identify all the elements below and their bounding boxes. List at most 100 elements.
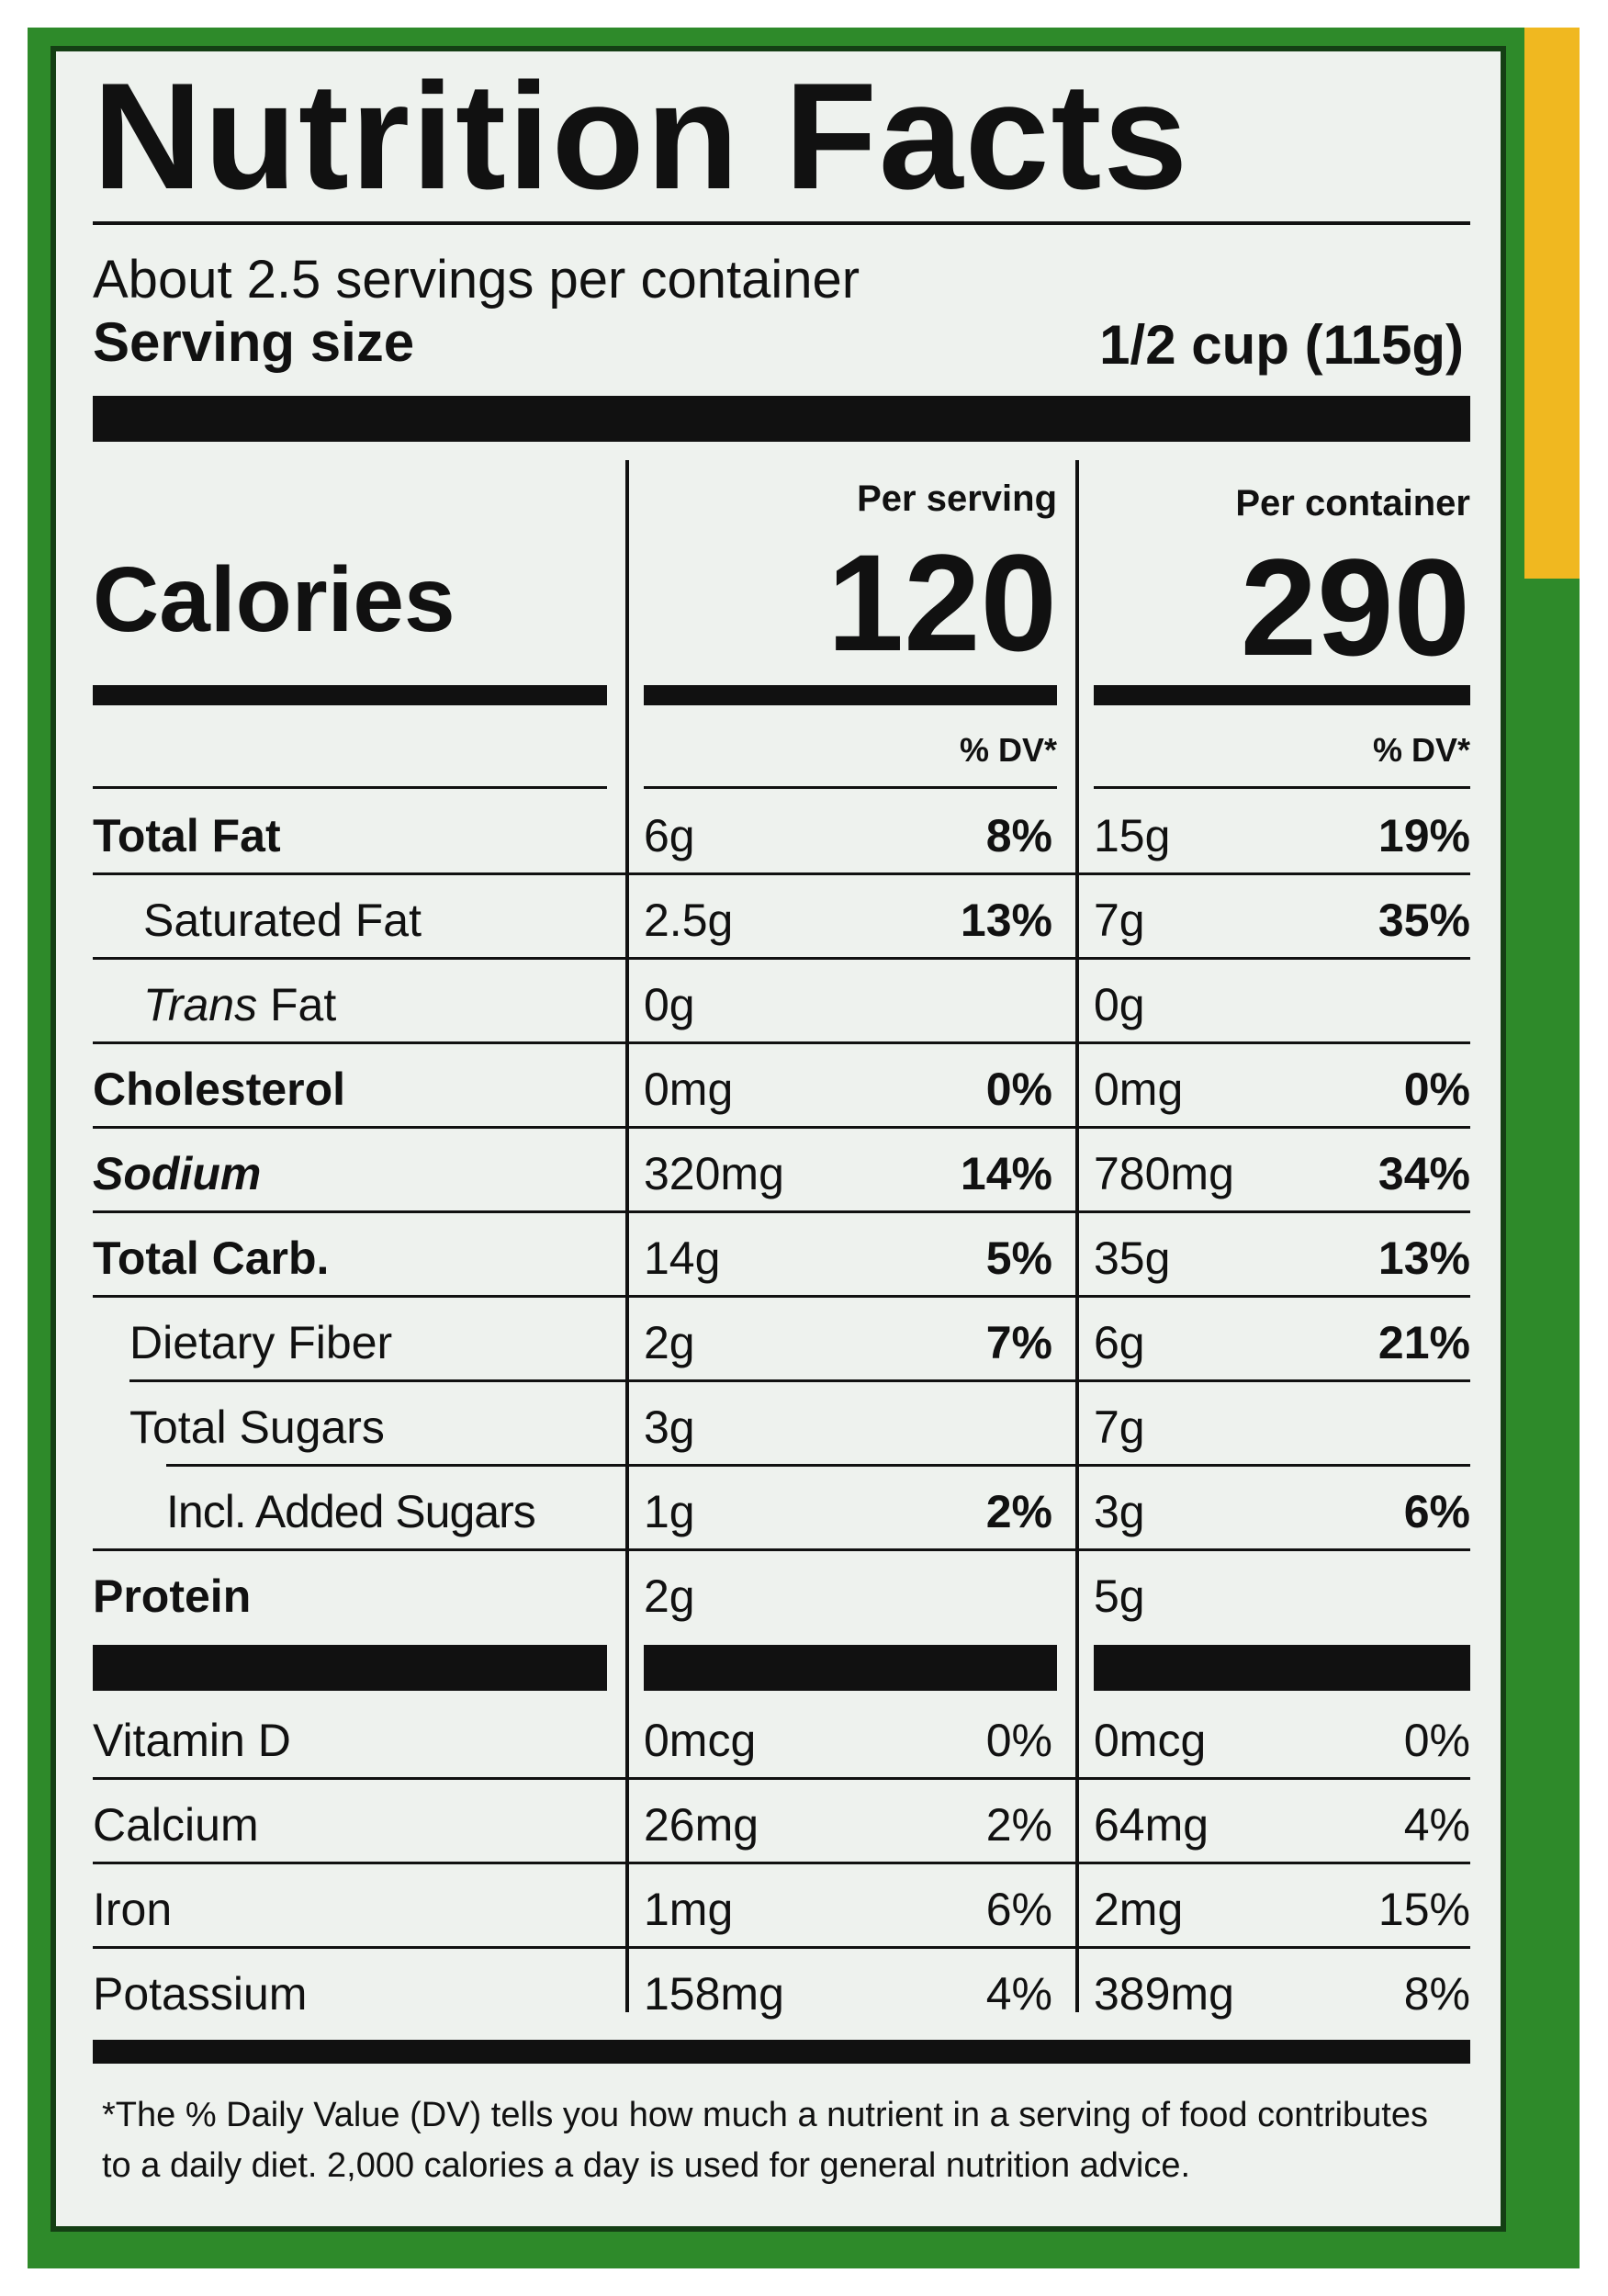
serving-dv: 14%: [960, 1148, 1052, 1199]
vitamin-name: Vitamin D: [93, 1715, 291, 1766]
nutrient-row-total-fat: Total Fat 6g 8% 15g 19%: [93, 791, 1470, 875]
thick-rule-vitamins-mid: [644, 1645, 1057, 1691]
container-amount: 15g: [1094, 810, 1171, 861]
container-amount: 7g: [1094, 895, 1145, 946]
row-rule: [93, 1295, 1470, 1298]
nutrient-name: Cholesterol: [93, 1064, 346, 1115]
vitamin-name: Iron: [93, 1884, 173, 1935]
container-dv: 19%: [1377, 810, 1470, 861]
vitamin-name: Potassium: [93, 1968, 308, 2020]
nutrient-name: Total Fat: [93, 810, 281, 861]
serving-dv: 0%: [985, 1064, 1052, 1115]
thick-rule-vitamins-left: [93, 1645, 607, 1691]
container-dv: 21%: [1377, 1317, 1470, 1368]
nutrient-row-dietary-fiber: Dietary Fiber 2g 7% 6g 21%: [93, 1298, 1470, 1382]
container-amount: 7g: [1094, 1401, 1145, 1453]
serving-dv: 13%: [960, 895, 1052, 946]
calories-rule-left: [93, 685, 607, 705]
row-rule: [93, 1777, 1470, 1780]
serving-amount: 2g: [644, 1570, 695, 1622]
nutrient-name: Sodium: [93, 1148, 262, 1199]
serving-dv: 6%: [985, 1884, 1052, 1935]
dv-header-serving: % DV*: [959, 731, 1057, 769]
thick-rule-top: [93, 396, 1470, 442]
container-amount: 6g: [1094, 1317, 1145, 1368]
nutrient-name: Protein: [93, 1570, 252, 1622]
row-rule: [166, 1464, 1470, 1467]
nutrient-name: Saturated Fat: [143, 895, 422, 946]
serving-amount: 6g: [644, 810, 695, 861]
vitamin-row-vitamin-d: Vitamin D 0mcg 0% 0mcg 0%: [93, 1695, 1470, 1780]
thick-rule-vitamins-right: [1094, 1645, 1470, 1691]
container-amount: 0mcg: [1094, 1715, 1207, 1766]
container-dv: 13%: [1377, 1232, 1470, 1284]
row-rule: [93, 1862, 1470, 1864]
container-amount: 780mg: [1094, 1148, 1234, 1199]
nutrient-row-total-sugars: Total Sugars 3g 7g: [93, 1382, 1470, 1467]
serving-size-value: 1/2 cup (115g): [1099, 314, 1464, 376]
serving-amount: 320mg: [644, 1148, 784, 1199]
vitamin-row-calcium: Calcium 26mg 2% 64mg 4%: [93, 1780, 1470, 1864]
container-dv: 35%: [1377, 895, 1470, 946]
serving-amount: 0mcg: [644, 1715, 757, 1766]
container-amount: 64mg: [1094, 1799, 1209, 1851]
vitamin-row-iron: Iron 1mg 6% 2mg 15%: [93, 1864, 1470, 1949]
thick-rule-bottom: [93, 2040, 1470, 2064]
serving-dv: 2%: [985, 1486, 1052, 1537]
row-rule: [93, 957, 1470, 960]
serving-dv: 0%: [985, 1715, 1052, 1766]
container-amount: 2mg: [1094, 1884, 1184, 1935]
dv-rule-mid: [644, 786, 1057, 789]
serving-amount: 3g: [644, 1401, 695, 1453]
nutrition-label: Nutrition Facts About 2.5 servings per c…: [51, 46, 1506, 2232]
serving-size-label: Serving size: [93, 311, 415, 373]
serving-dv: 5%: [985, 1232, 1052, 1284]
nutrient-name: Total Carb.: [93, 1232, 330, 1284]
servings-per-container: About 2.5 servings per container: [93, 250, 860, 310]
per-container-header: Per container: [1235, 483, 1470, 523]
calories-label: Calories: [93, 548, 455, 651]
container-dv: 6%: [1403, 1486, 1470, 1537]
container-dv: 0%: [1403, 1064, 1470, 1115]
dv-rule-left: [93, 786, 607, 789]
nutrient-name: Trans Fat: [143, 978, 336, 1031]
container-amount: 3g: [1094, 1486, 1145, 1537]
vitamin-name: Calcium: [93, 1799, 259, 1851]
column-divider-1: [625, 460, 629, 2012]
row-rule: [93, 1126, 1470, 1129]
per-serving-header: Per serving: [857, 478, 1057, 519]
serving-amount: 0g: [644, 979, 695, 1030]
serving-amount: 1g: [644, 1486, 695, 1537]
nutrient-row-added-sugars: Incl. Added Sugars 1g 2% 3g 6%: [93, 1467, 1470, 1551]
serving-dv: 2%: [985, 1799, 1052, 1851]
nutrient-row-trans-fat: Trans Fat 0g 0g: [93, 960, 1470, 1044]
nutrient-row-protein: Protein 2g 5g: [93, 1551, 1470, 1636]
daily-value-footnote: *The % Daily Value (DV) tells you how mu…: [102, 2096, 1428, 2186]
calories-rule-mid: [644, 685, 1057, 705]
container-amount: 0mg: [1094, 1064, 1184, 1115]
row-rule: [93, 1210, 1470, 1213]
nutrient-row-total-carb: Total Carb. 14g 5% 35g 13%: [93, 1213, 1470, 1298]
row-rule: [93, 1946, 1470, 1949]
trans-rest: Fat: [257, 979, 337, 1030]
serving-amount: 14g: [644, 1232, 721, 1284]
row-rule: [93, 872, 1470, 875]
label-title: Nutrition Facts: [93, 51, 1190, 220]
dv-rule-right: [1094, 786, 1470, 789]
title-rule: [93, 221, 1470, 225]
container-amount: 0g: [1094, 979, 1145, 1030]
nutrient-row-cholesterol: Cholesterol 0mg 0% 0mg 0%: [93, 1044, 1470, 1129]
trans-italic: Trans: [143, 979, 258, 1030]
calories-per-serving: 120: [826, 525, 1057, 680]
serving-dv: 7%: [985, 1317, 1052, 1368]
nutrient-row-saturated-fat: Saturated Fat 2.5g 13% 7g 35%: [93, 875, 1470, 960]
row-rule: [93, 1548, 1470, 1551]
serving-amount: 2.5g: [644, 895, 734, 946]
serving-amount: 0mg: [644, 1064, 734, 1115]
calories-rule-right: [1094, 685, 1470, 705]
container-dv: 8%: [1403, 1968, 1470, 2020]
serving-amount: 1mg: [644, 1884, 734, 1935]
container-dv: 4%: [1403, 1799, 1470, 1851]
container-dv: 34%: [1377, 1148, 1470, 1199]
container-dv: 0%: [1403, 1715, 1470, 1766]
